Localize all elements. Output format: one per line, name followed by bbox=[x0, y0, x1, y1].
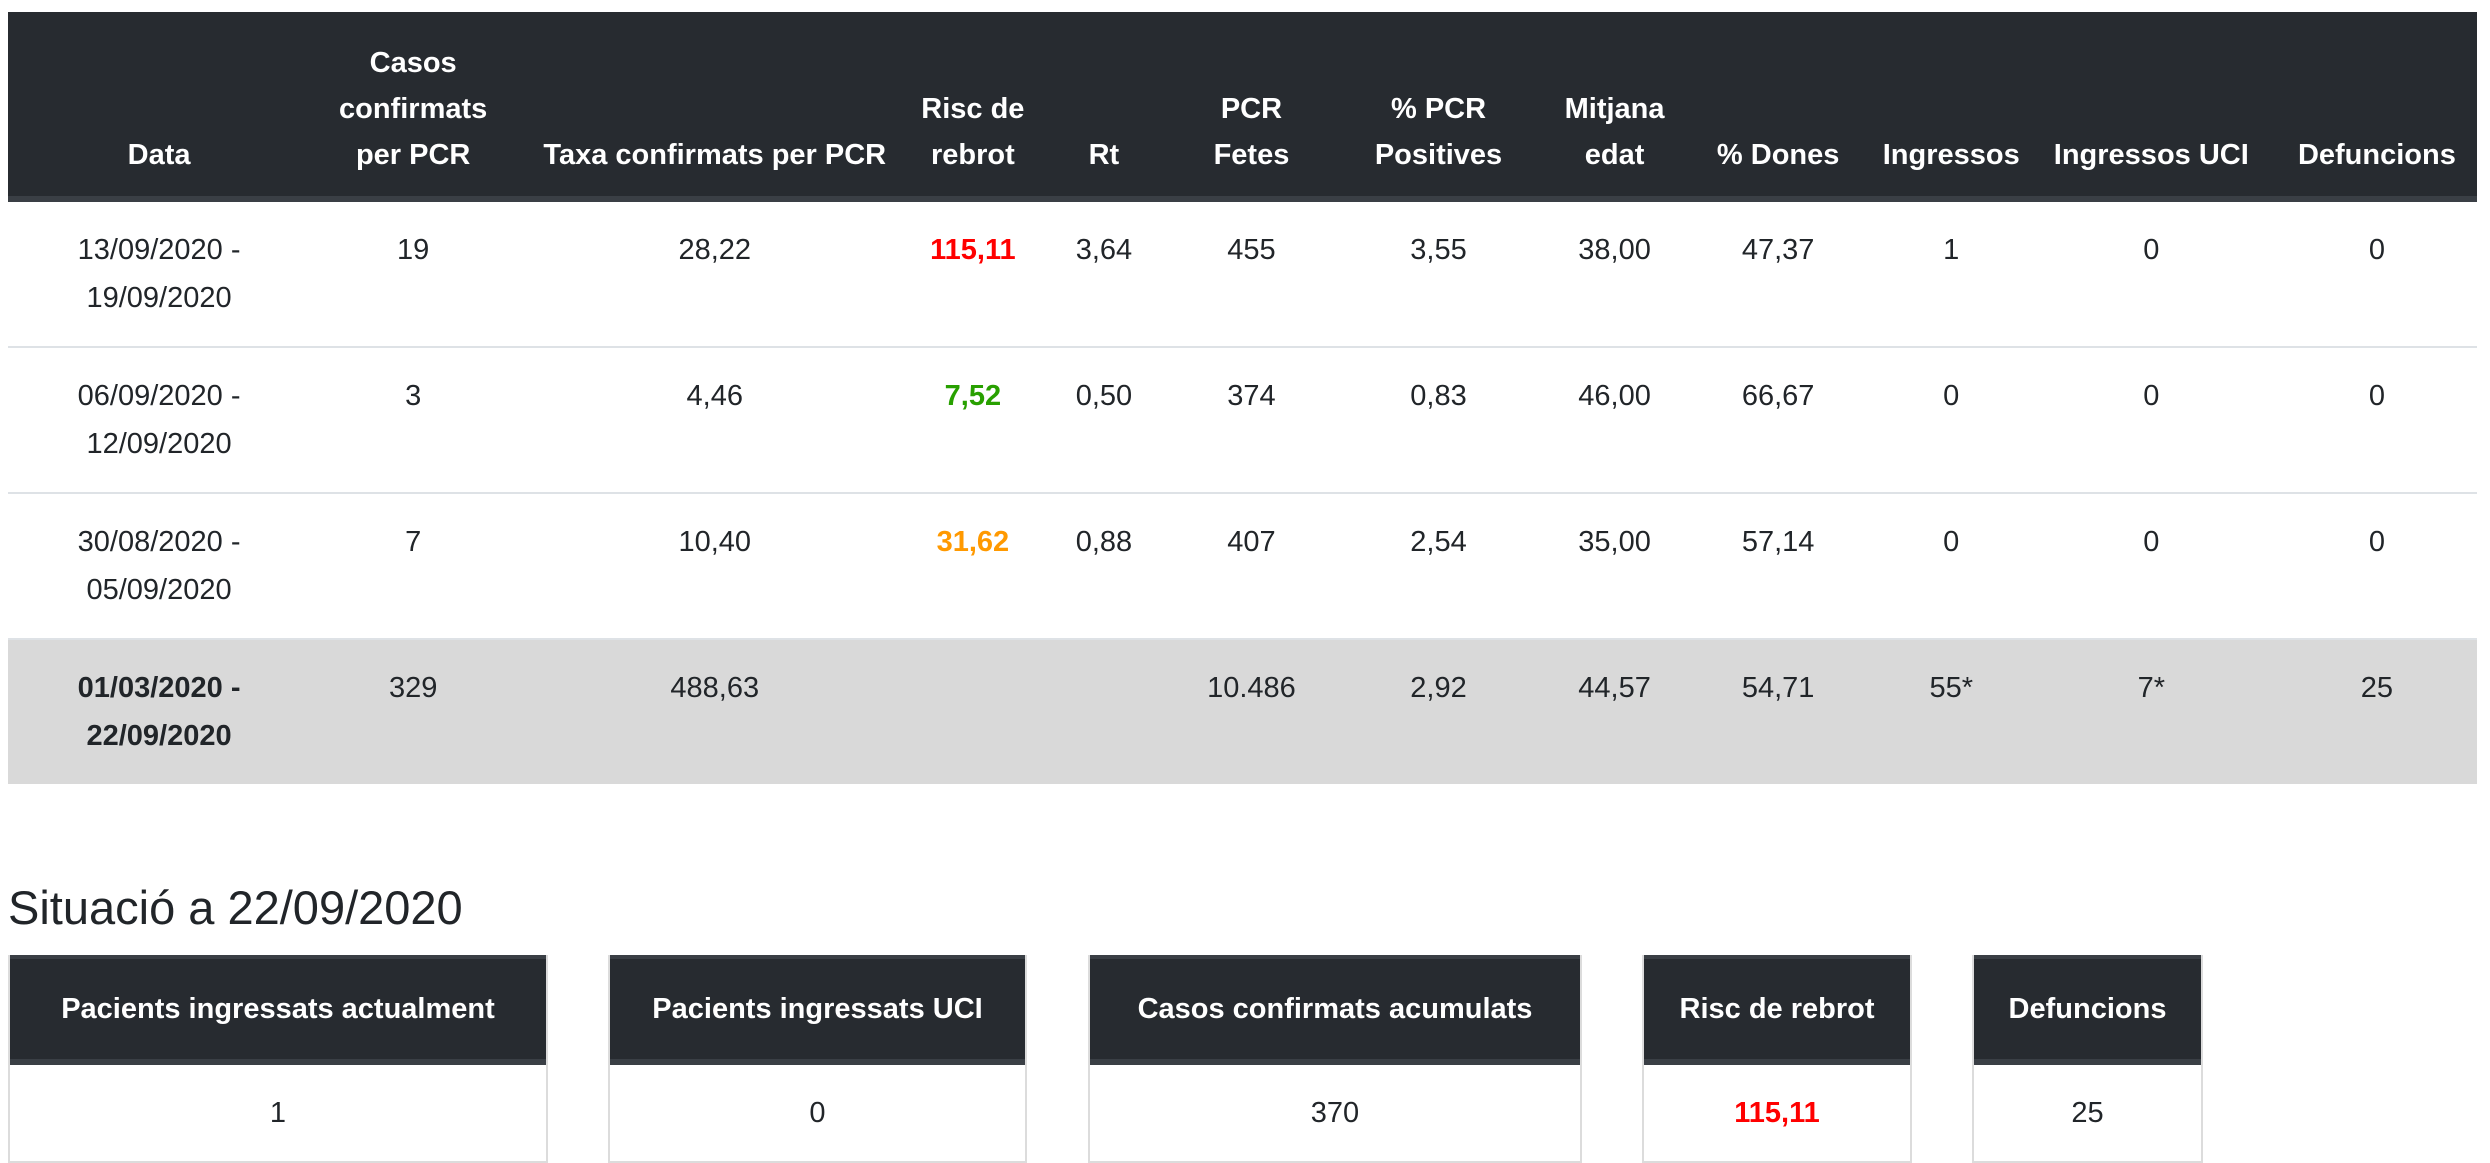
situation-title: Situació a 22/09/2020 bbox=[8, 881, 463, 934]
cell-defuncions: 0 bbox=[2276, 346, 2477, 493]
cell-risc: 115,11 bbox=[913, 198, 1033, 347]
cell-risc: 31,62 bbox=[913, 492, 1033, 639]
cell-pct_pcr: 3,55 bbox=[1327, 198, 1550, 347]
summary-card-label: Risc de rebrot bbox=[1644, 955, 1910, 1065]
cell-pct_pcr: 2,54 bbox=[1327, 492, 1550, 639]
cell-defuncions: 25 bbox=[2276, 638, 2477, 784]
cell-ingressos: 0 bbox=[1876, 346, 2026, 493]
cell-casos: 3 bbox=[310, 346, 517, 493]
summary-card: Defuncions 25 bbox=[1972, 955, 2203, 1163]
cell-edat: 35,00 bbox=[1549, 492, 1680, 639]
table-row: 13/09/2020 - 19/09/2020 19 28,22 115,11 3,64… bbox=[8, 198, 2477, 347]
cell-casos: 7 bbox=[310, 492, 517, 639]
cell-uci: 0 bbox=[2025, 198, 2277, 347]
cell-uci: 7* bbox=[2025, 638, 2277, 784]
column-header: Rt bbox=[1032, 12, 1176, 202]
cell-uci: 0 bbox=[2025, 492, 2277, 639]
summary-card-value: 370 bbox=[1310, 1096, 1360, 1129]
cell-pcr: 455 bbox=[1175, 198, 1328, 347]
weekly-data-table: Data Casos confirmats per PCR Taxa confirm… bbox=[8, 12, 2477, 784]
cell-dones: 54,71 bbox=[1679, 638, 1877, 784]
cell-taxa: 10,40 bbox=[516, 492, 914, 639]
cell-dones: 66,67 bbox=[1679, 346, 1877, 493]
cell-casos: 329 bbox=[310, 638, 517, 784]
cell-ingressos: 0 bbox=[1876, 492, 2026, 639]
cell-edat: 46,00 bbox=[1549, 346, 1680, 493]
cell-risc bbox=[913, 638, 1033, 784]
column-header: Ingressos UCI bbox=[2025, 12, 2277, 202]
cell-taxa: 28,22 bbox=[516, 198, 914, 347]
summary-card: Pacients ingressats UCI 0 bbox=[608, 955, 1027, 1163]
cell-data: 13/09/2020 - 19/09/2020 bbox=[8, 198, 311, 347]
cell-edat: 38,00 bbox=[1549, 198, 1680, 347]
column-header: Ingressos bbox=[1876, 12, 2026, 202]
cell-rt: 0,88 bbox=[1032, 492, 1176, 639]
column-header: Taxa confirmats per PCR bbox=[516, 12, 914, 202]
cell-risc: 7,52 bbox=[913, 346, 1033, 493]
summary-card-label: Defuncions bbox=[1974, 955, 2201, 1065]
column-header: Risc de rebrot bbox=[913, 12, 1033, 202]
column-header: PCR Fetes bbox=[1175, 12, 1328, 202]
summary-card: Pacients ingressats actualment 1 bbox=[8, 955, 548, 1163]
cell-pct_pcr: 2,92 bbox=[1327, 638, 1550, 784]
cell-pcr: 374 bbox=[1175, 346, 1328, 493]
cell-rt: 0,50 bbox=[1032, 346, 1176, 493]
total-row: 01/03/2020 - 22/09/2020 329 488,63 10.486 2,… bbox=[8, 638, 2477, 784]
cell-taxa: 488,63 bbox=[516, 638, 914, 784]
cell-defuncions: 0 bbox=[2276, 198, 2477, 347]
column-header: % Dones bbox=[1679, 12, 1877, 202]
summary-card-label: Casos confirmats acumulats bbox=[1090, 955, 1580, 1065]
summary-card-value: 25 bbox=[2071, 1096, 2104, 1129]
summary-card-label: Pacients ingressats actualment bbox=[10, 955, 546, 1065]
summary-card-value: 0 bbox=[809, 1096, 826, 1129]
cell-pcr: 407 bbox=[1175, 492, 1328, 639]
cell-casos: 19 bbox=[310, 198, 517, 347]
summary-card: Casos confirmats acumulats 370 bbox=[1088, 955, 1582, 1163]
table-row: 30/08/2020 - 05/09/2020 7 10,40 31,62 0,88 40… bbox=[8, 492, 2477, 639]
summary-card-value: 115,11 bbox=[1734, 1096, 1820, 1129]
summary-card-value: 1 bbox=[269, 1096, 287, 1129]
cell-rt bbox=[1032, 638, 1176, 784]
cell-data: 30/08/2020 - 05/09/2020 bbox=[8, 492, 311, 639]
cell-defuncions: 0 bbox=[2276, 492, 2477, 639]
cell-uci: 0 bbox=[2025, 346, 2277, 493]
table-row: 06/09/2020 - 12/09/2020 3 4,46 7,52 0,50 374 0… bbox=[8, 346, 2477, 493]
cell-ingressos: 55* bbox=[1876, 638, 2026, 784]
cell-dones: 57,14 bbox=[1679, 492, 1877, 639]
cell-data: 01/03/2020 - 22/09/2020 bbox=[8, 638, 311, 784]
table-header-row: Data Casos confirmats per PCR Taxa confirm… bbox=[8, 12, 2477, 202]
cell-data: 06/09/2020 - 12/09/2020 bbox=[8, 346, 311, 493]
summary-card: Risc de rebrot 115,11 bbox=[1642, 955, 1912, 1163]
cell-pct_pcr: 0,83 bbox=[1327, 346, 1550, 493]
cell-taxa: 4,46 bbox=[516, 346, 914, 493]
column-header: Data bbox=[8, 12, 311, 202]
cell-pcr: 10.486 bbox=[1175, 638, 1328, 784]
cell-dones: 47,37 bbox=[1679, 198, 1877, 347]
cell-rt: 3,64 bbox=[1032, 198, 1176, 347]
column-header: Defuncions bbox=[2276, 12, 2477, 202]
column-header: Mitjana edat bbox=[1549, 12, 1680, 202]
column-header: % PCR Positives bbox=[1327, 12, 1550, 202]
cell-edat: 44,57 bbox=[1549, 638, 1680, 784]
cell-ingressos: 1 bbox=[1876, 198, 2026, 347]
summary-card-label: Pacients ingressats UCI bbox=[610, 955, 1025, 1065]
column-header: Casos confirmats per PCR bbox=[310, 12, 517, 202]
